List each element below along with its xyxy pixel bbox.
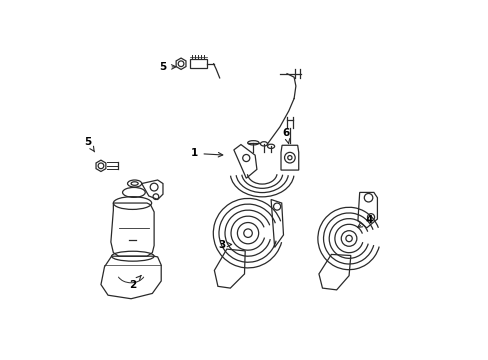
Text: 5: 5 xyxy=(159,62,176,72)
Text: 4: 4 xyxy=(357,215,372,228)
Text: 5: 5 xyxy=(84,137,94,152)
Text: 6: 6 xyxy=(282,128,289,144)
Text: 3: 3 xyxy=(217,239,231,249)
Text: 2: 2 xyxy=(129,275,141,289)
Text: 1: 1 xyxy=(191,148,223,158)
